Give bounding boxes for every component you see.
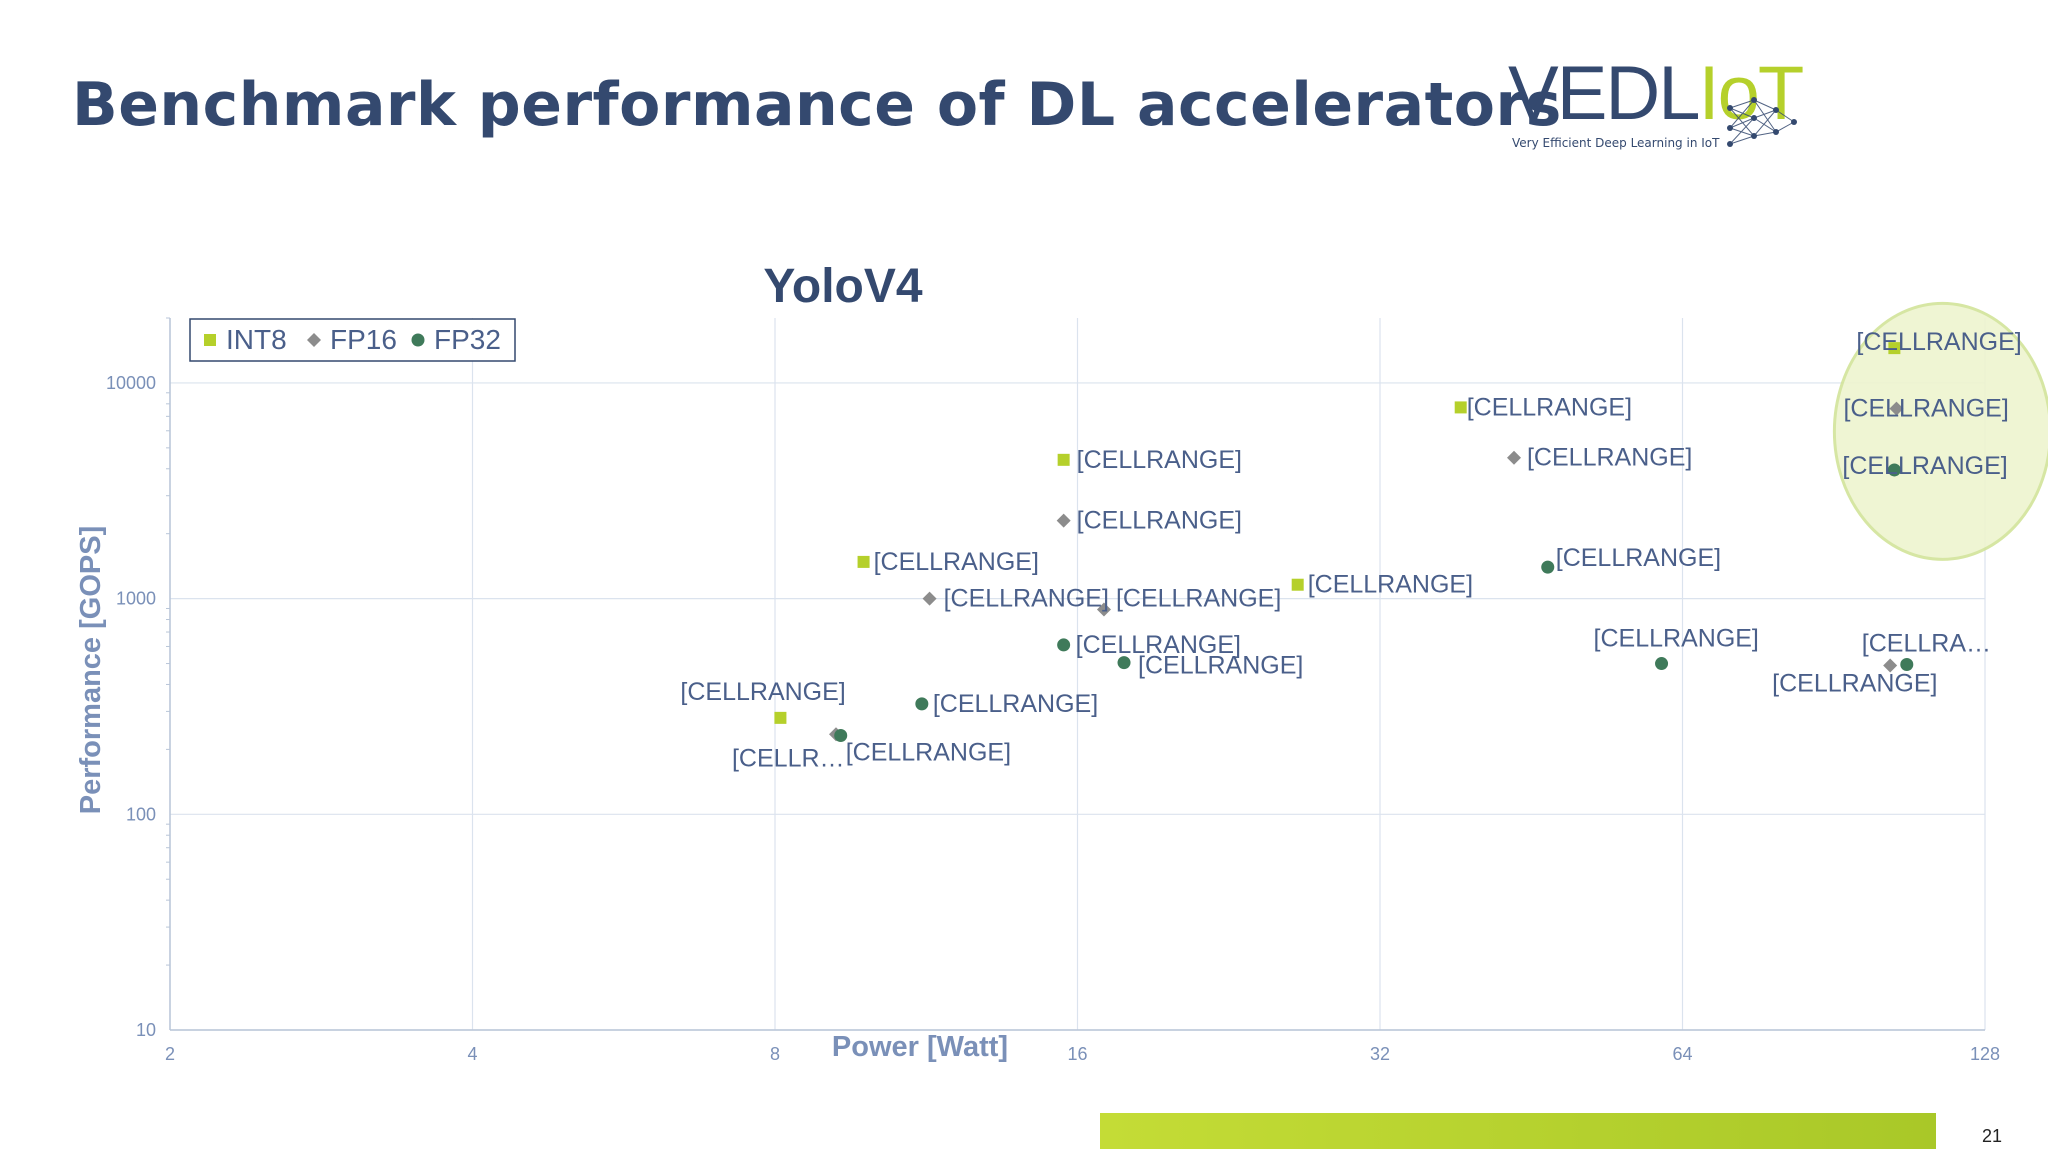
data-label: [CELLRANGE] [874, 548, 1039, 576]
data-label: [CELLRANGE] [1594, 625, 1759, 653]
fp16-point [922, 591, 937, 606]
legend: INT8 FP16 FP32 [189, 318, 516, 362]
slide-title: Benchmark performance of DL accelerators [72, 70, 1562, 140]
data-label: [CELLRA… [1862, 629, 1991, 657]
legend-fp32-marker [411, 333, 425, 347]
y-tick-label: 10000 [106, 373, 156, 393]
data-label: [CELLRANGE] [944, 585, 1109, 613]
data-label: [CELLRANGE] [1843, 395, 2008, 423]
y-tick-label: 10 [136, 1020, 156, 1040]
grid-lines [169, 318, 1986, 1031]
x-tick-label: 16 [1067, 1044, 1087, 1064]
fp32-point [915, 697, 929, 711]
data-label: [CELLRANGE] [1556, 544, 1721, 572]
int8-point [857, 555, 870, 568]
data-label: [CELLRANGE] [1856, 328, 2021, 356]
page-number: 21 [1982, 1126, 2003, 1146]
data-label: [CELLRANGE] [1308, 571, 1473, 599]
x-tick-label: 32 [1370, 1044, 1390, 1064]
int8-point [1888, 342, 1901, 355]
fp32-point [1541, 560, 1555, 574]
neural-network-icon [1727, 97, 1797, 147]
footer-accent-bar [1100, 1113, 1936, 1149]
legend-fp16-marker [307, 333, 321, 347]
fp16-point [1506, 450, 1521, 465]
logo-wordmark: VEDLIoT [1508, 51, 1804, 136]
logo-tagline: Very Efficient Deep Learning in IoT [1512, 136, 1720, 150]
fp32-point [1655, 657, 1669, 671]
highlight-ellipse [1832, 301, 2048, 561]
y-axis-title: Performance [GOPS] [75, 526, 107, 814]
tick-labels: 2 4 8 16 32 64 128 10 100 1000 10000 [106, 373, 2000, 1064]
fp16-point [1056, 513, 1071, 528]
chart-title: YoloV4 [763, 260, 922, 313]
data-label: [CELLRANGE] [1772, 669, 1937, 697]
data-points [774, 342, 1914, 742]
data-label: [CELLRANGE] [1467, 393, 1632, 421]
fp32-point [1900, 657, 1914, 671]
int8-point [1454, 401, 1467, 414]
fp32-point [1887, 463, 1901, 477]
data-label: [CELLRANGE] [1138, 652, 1303, 680]
legend-fp16-label: FP16 [330, 324, 397, 355]
axes [166, 317, 1985, 1031]
x-tick-label: 64 [1672, 1044, 1692, 1064]
vedliot-logo: VEDLIoT Very Efficient Deep Learning in … [1508, 56, 1804, 158]
legend-int8-marker [204, 334, 216, 346]
data-label: [CELLRANGE] [680, 678, 845, 706]
legend-int8-label: INT8 [226, 324, 287, 355]
y-tick-label: 1000 [116, 589, 156, 609]
x-axis-title: Power [Watt] [832, 1031, 1008, 1063]
fp16-point [1889, 401, 1904, 416]
data-label: [CELLRANGE] [1077, 446, 1242, 474]
x-tick-label: 128 [1970, 1044, 2000, 1064]
fp32-point [1057, 638, 1071, 652]
data-label: [CELLRANGE] [1076, 631, 1241, 659]
legend-fp32-label: FP32 [434, 324, 501, 355]
legend-box [189, 318, 516, 362]
x-tick-label: 2 [165, 1044, 175, 1064]
fp16-point [1096, 602, 1111, 617]
data-label: [CELLRANGE] [1077, 507, 1242, 535]
data-label: [CELLRANGE] [1527, 444, 1692, 472]
data-label: [CELLRANGE] [1842, 452, 2007, 480]
x-tick-label: 8 [770, 1044, 780, 1064]
data-labels: [CELLRANGE][CELLRANGE][CELLRANGE][CELLRA… [680, 328, 2021, 772]
int8-point [774, 711, 787, 724]
data-label: [CELLRANGE] [846, 738, 1011, 766]
data-label: [CELLRANGE] [1116, 585, 1281, 613]
x-tick-label: 4 [467, 1044, 477, 1064]
fp16-point [1883, 658, 1898, 673]
data-label: [CELLR… [732, 744, 845, 772]
y-tick-label: 100 [126, 804, 156, 824]
data-label: [CELLRANGE] [933, 690, 1098, 718]
int8-point [1291, 578, 1304, 591]
fp32-point [1117, 656, 1131, 670]
fp32-point [834, 728, 848, 742]
int8-point [1057, 453, 1070, 466]
